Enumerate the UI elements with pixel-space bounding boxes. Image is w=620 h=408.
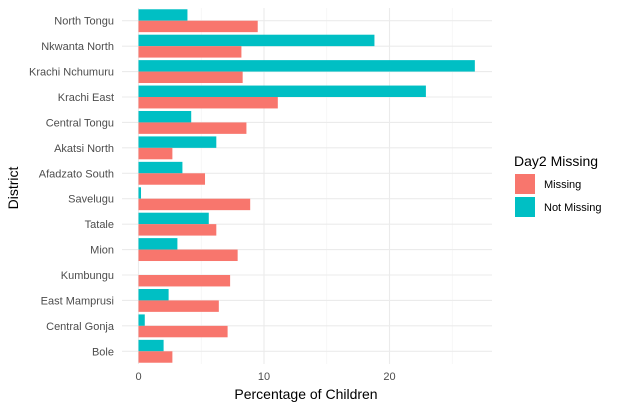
legend-key bbox=[515, 197, 535, 217]
bar-missing bbox=[138, 71, 243, 84]
x-tick-label: 0 bbox=[135, 371, 141, 383]
bar-missing bbox=[138, 300, 219, 312]
y-tick-label: Mion bbox=[90, 245, 114, 257]
bar-missing bbox=[138, 20, 258, 33]
legend-title: Day2 Missing bbox=[514, 153, 598, 169]
y-tick-label: East Mamprusi bbox=[41, 295, 114, 307]
bar-not-missing bbox=[138, 136, 217, 148]
bar-not-missing bbox=[138, 212, 209, 225]
bar-not-missing bbox=[138, 85, 426, 97]
y-tick-label: Kumbungu bbox=[61, 270, 114, 282]
y-tick-label: Nkwanta North bbox=[41, 41, 114, 53]
bar-not-missing bbox=[138, 314, 145, 326]
y-tick-labels: North Tongu Nkwanta North Krachi Nchumuru K… bbox=[29, 16, 115, 359]
bar-not-missing bbox=[138, 34, 375, 47]
bar-missing bbox=[138, 122, 247, 134]
bar-missing bbox=[138, 173, 206, 185]
x-tick-labels: 0 10 20 bbox=[135, 371, 395, 383]
bar-missing bbox=[138, 198, 251, 211]
y-tick-label: Tatale bbox=[85, 219, 114, 231]
y-tick-label: North Tongu bbox=[54, 16, 114, 28]
bar-not-missing bbox=[138, 187, 142, 199]
y-axis-title: District bbox=[5, 167, 21, 210]
bar-not-missing bbox=[138, 110, 192, 123]
y-tick-label: Akatsi North bbox=[54, 143, 114, 155]
bar-not-missing bbox=[138, 288, 169, 301]
bar-missing bbox=[138, 46, 242, 58]
y-tick-label: Bole bbox=[92, 346, 114, 358]
bar-not-missing bbox=[138, 60, 475, 72]
y-tick-label: Krachi East bbox=[58, 92, 114, 104]
bar-missing bbox=[138, 97, 278, 109]
y-tick-label: Central Gonja bbox=[46, 321, 115, 333]
legend-entry: Missing bbox=[544, 179, 581, 191]
legend-key bbox=[515, 174, 535, 194]
x-tick-label: 20 bbox=[383, 371, 395, 383]
bar-missing bbox=[138, 147, 173, 160]
legend-entry: Not Missing bbox=[544, 202, 601, 214]
bar-not-missing bbox=[138, 238, 178, 250]
y-tick-label: Central Tongu bbox=[46, 117, 114, 129]
bar-missing bbox=[138, 351, 173, 363]
bar-not-missing bbox=[138, 339, 164, 352]
legend: Day2 Missing Missing Not Missing bbox=[514, 153, 601, 217]
bar-not-missing bbox=[138, 161, 183, 174]
y-tick-label: Afadzato South bbox=[39, 168, 114, 180]
y-tick-label: Krachi Nchumuru bbox=[29, 67, 114, 79]
bar-missing bbox=[138, 275, 231, 287]
bar-missing bbox=[138, 249, 238, 262]
x-axis-title: Percentage of Children bbox=[234, 386, 377, 402]
x-tick-label: 10 bbox=[258, 371, 270, 383]
bar-missing bbox=[138, 325, 228, 338]
y-tick-label: Savelugu bbox=[68, 194, 114, 206]
bar-missing bbox=[138, 224, 217, 236]
bar-not-missing bbox=[138, 9, 188, 21]
bars bbox=[138, 9, 475, 363]
